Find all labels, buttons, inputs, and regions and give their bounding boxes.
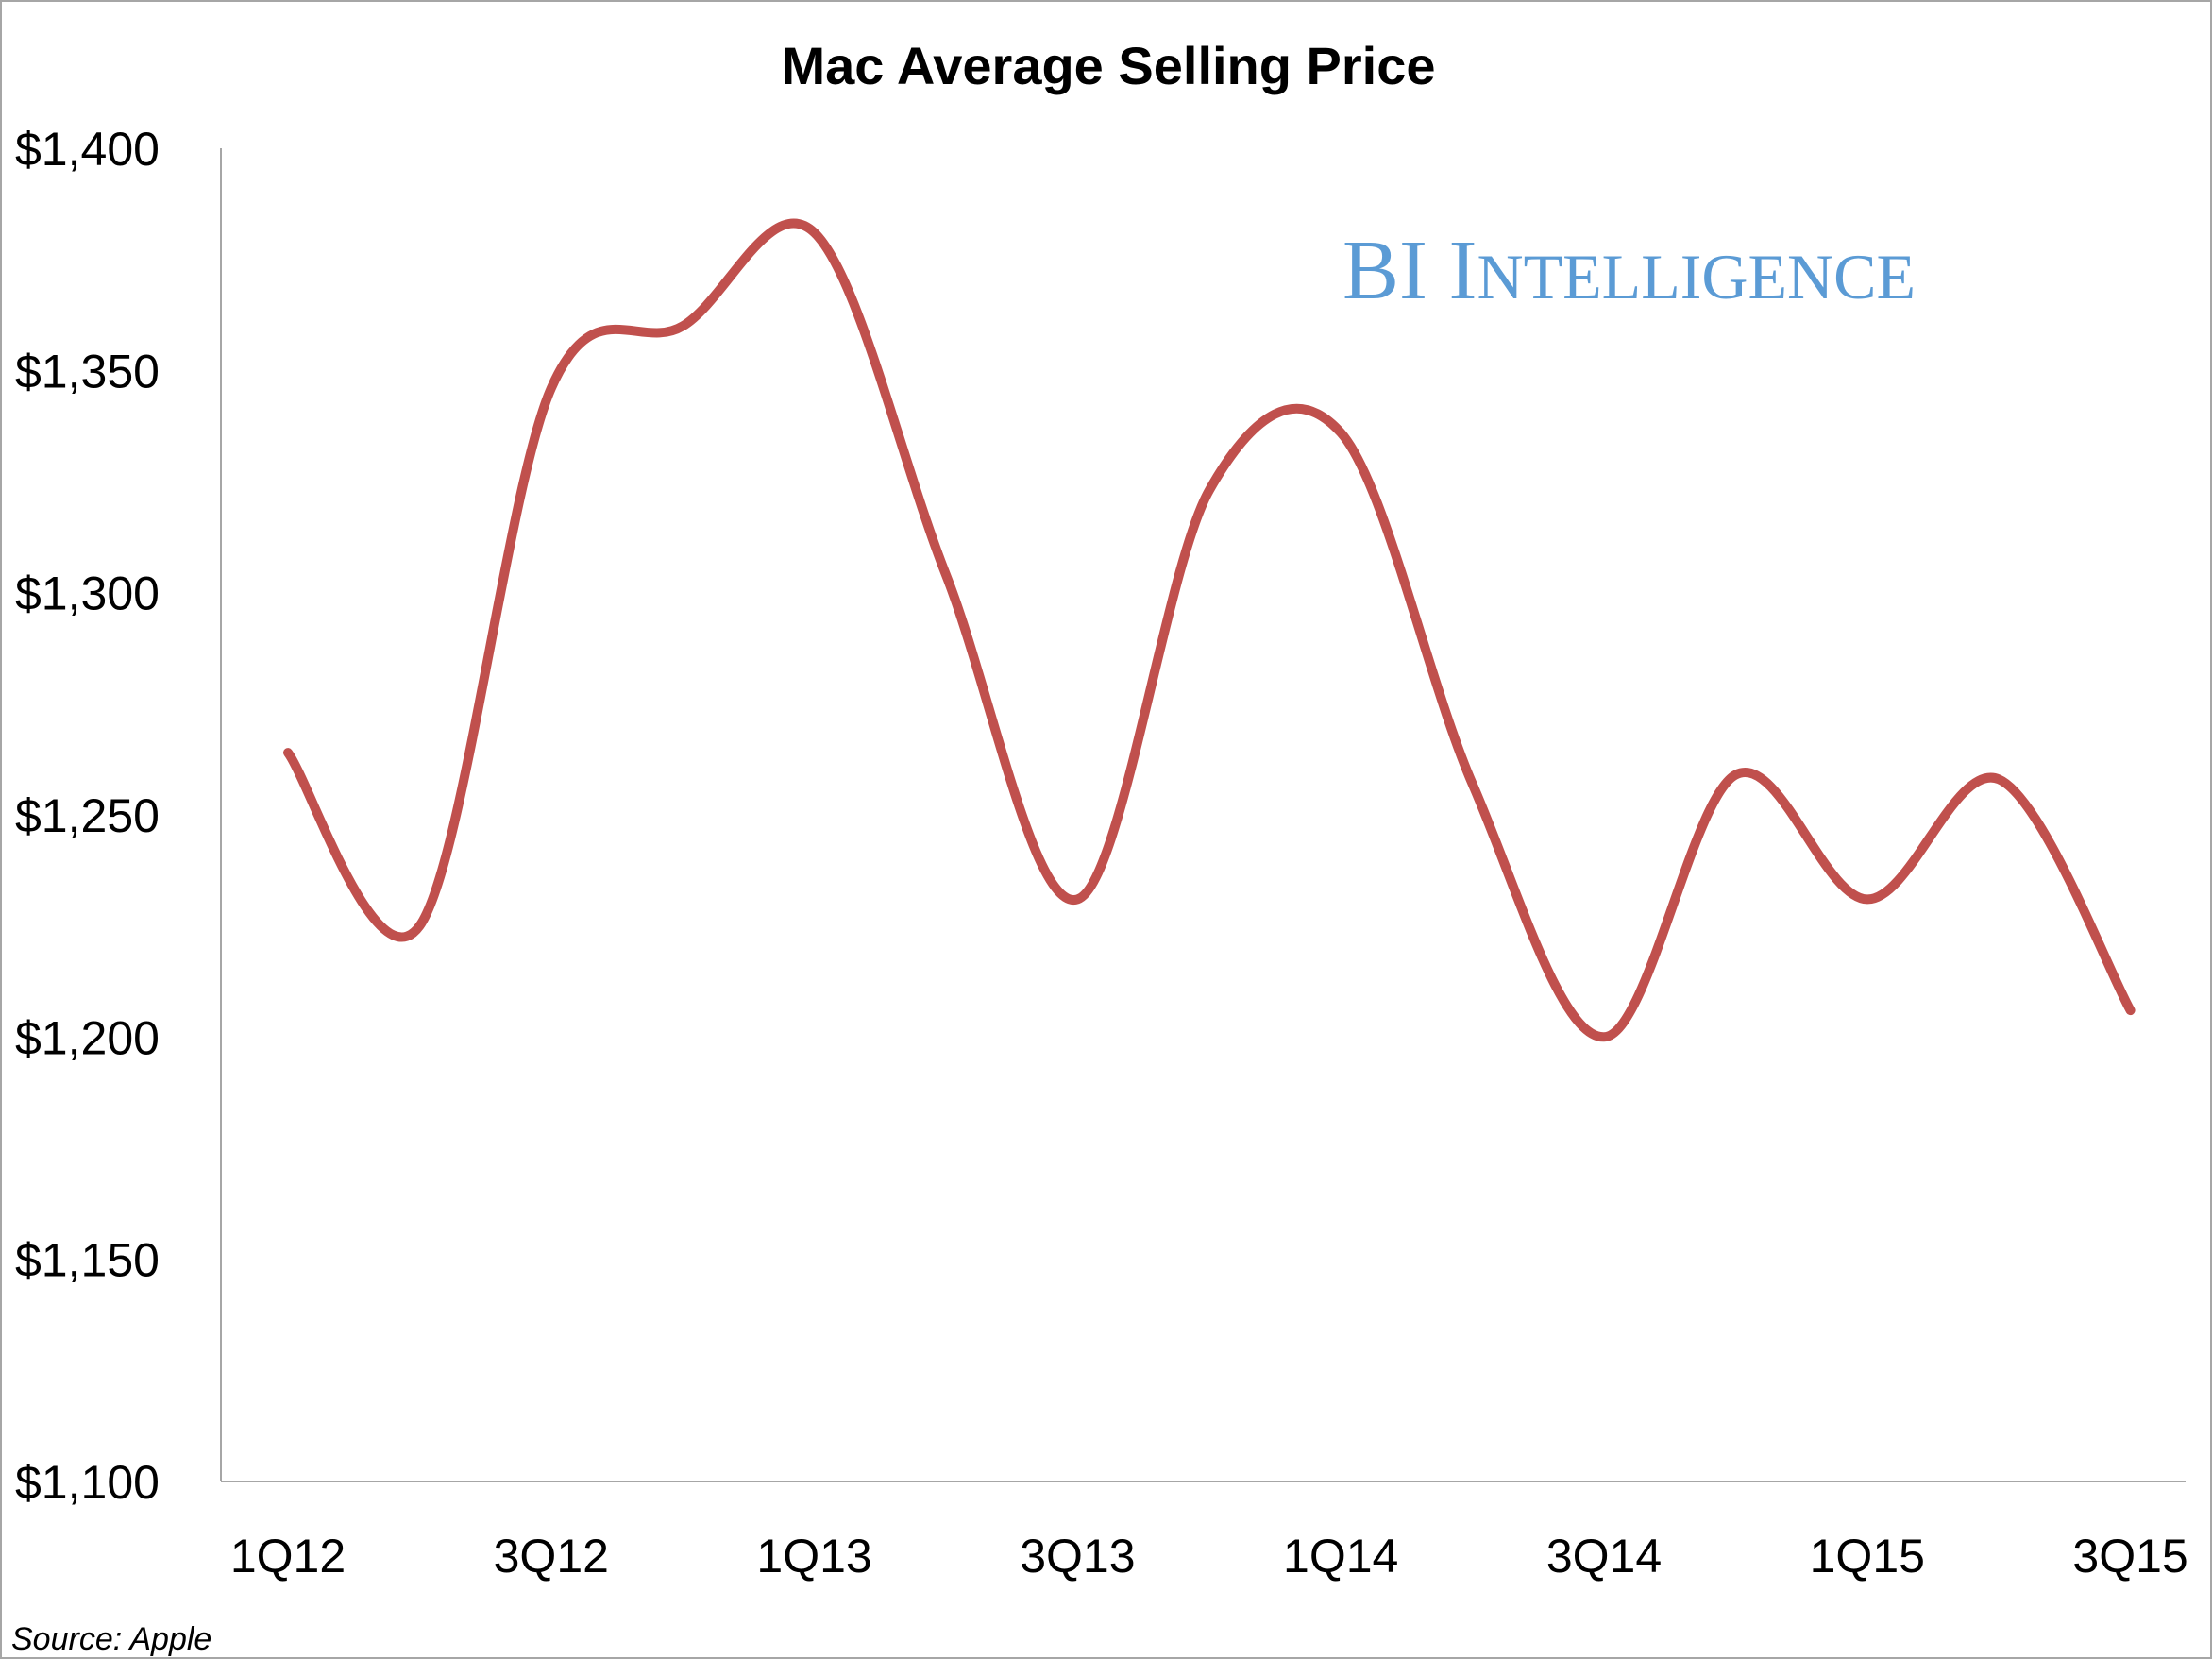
data-point	[681, 324, 684, 328]
bi-intelligence-watermark: BI INTELLIGENCE	[1342, 224, 1916, 317]
x-tick-label: 3Q15	[2072, 1530, 2187, 1583]
x-tick-label: 1Q14	[1283, 1530, 1398, 1583]
data-point	[1339, 431, 1342, 434]
data-point	[2129, 1008, 2133, 1012]
data-point	[1733, 773, 1737, 777]
x-axis: 1Q12 3Q12 1Q13 3Q13 1Q14 3Q14 1Q15 3Q15	[221, 1481, 2188, 1583]
x-tick-label: 3Q14	[1546, 1530, 1662, 1583]
data-point	[944, 573, 948, 577]
x-tick-label: 1Q15	[1810, 1530, 1925, 1583]
data-point	[286, 751, 290, 754]
chart-title: Mac Average Selling Price	[781, 36, 1435, 95]
data-point	[1207, 488, 1211, 492]
data-point	[1997, 777, 2001, 781]
data-point	[417, 924, 421, 928]
data-point	[1602, 1035, 1606, 1039]
source-note: Source: Apple	[11, 1621, 211, 1657]
data-point	[813, 230, 817, 234]
data-point	[1866, 897, 1869, 901]
y-tick-label: $1,350	[15, 345, 160, 398]
y-tick-label: $1,150	[15, 1234, 160, 1287]
y-tick-label: $1,250	[15, 789, 160, 842]
data-point	[1471, 782, 1475, 786]
y-tick-label: $1,400	[15, 123, 160, 176]
y-tick-label: $1,200	[15, 1011, 160, 1064]
x-tick-label: 3Q12	[494, 1530, 609, 1583]
series-line	[283, 218, 2136, 1042]
x-tick-label: 1Q12	[230, 1530, 346, 1583]
y-tick-label: $1,300	[15, 567, 160, 620]
data-point	[1075, 897, 1079, 901]
data-point	[549, 386, 553, 390]
series-layer	[283, 218, 2136, 1042]
y-axis: $1,100 $1,150 $1,200 $1,250 $1,300 $1,350 $1,4…	[15, 123, 222, 1509]
y-tick-label: $1,100	[15, 1456, 160, 1509]
x-tick-label: 3Q13	[1020, 1530, 1135, 1583]
watermark-text: BI INTELLIGENCE	[1342, 224, 1916, 317]
x-tick-label: 1Q13	[756, 1530, 871, 1583]
